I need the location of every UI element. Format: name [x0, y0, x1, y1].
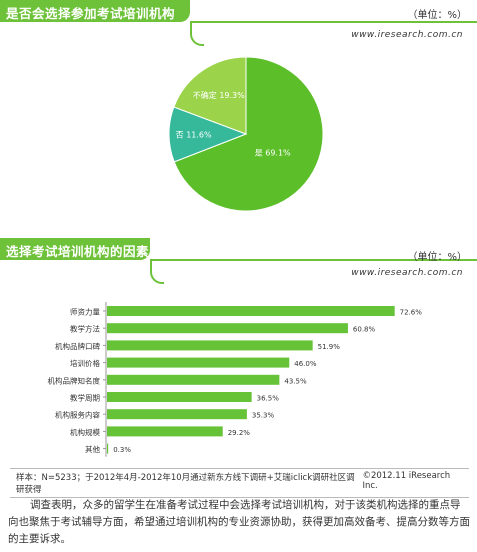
bar-title-block: 选择考试培训机构的因素: [0, 238, 150, 260]
bar-category-label: 师资力量: [70, 307, 100, 317]
bar-category-label: 其他: [85, 444, 100, 454]
bar-title-curve: [150, 260, 164, 284]
pie-title-curve: [190, 22, 204, 46]
pie-unit: （单位：%）: [407, 10, 467, 21]
bar-value-label: 72.6%: [400, 309, 423, 317]
pie-title-block: 是否会选择参加考试培训机构: [0, 0, 190, 22]
bar-category-label: 教学方法: [70, 324, 100, 334]
bar-title: 选择考试培训机构的因素: [6, 244, 150, 259]
bar-category-label: 机构品牌口碑: [55, 341, 100, 351]
pie-label-yes: 是 69.1%: [255, 148, 291, 157]
bar-3: [107, 357, 290, 368]
bar-panel: 选择考试培训机构的因素 （单位：%） www.iresearch.com.cn …: [0, 238, 477, 498]
bar-footer: 样本：N=5233；于2012年4月-2012年10月通过新东方线下调研+艾瑞i…: [10, 468, 469, 498]
summary-paragraph: 调查表明，众多的留学生在准备考试过程中会选择考试培训机构，对于该类机构选择的重点…: [8, 499, 470, 545]
bar-footer-copyright: ©2012.11 iResearch Inc.: [362, 471, 451, 491]
bar-category-label: 教学周期: [70, 393, 100, 403]
bar-value-label: 46.0%: [294, 360, 317, 368]
bar-8: [107, 443, 109, 454]
bar-7: [107, 426, 223, 437]
bar-value-label: 35.3%: [252, 412, 275, 420]
bar-category-label: 培训价格: [70, 358, 100, 368]
pie-slice-unsure: [173, 56, 247, 135]
pie-chart: 是 69.1% 否 11.6% 不确定 19.3%: [168, 56, 324, 212]
pie-label-unsure: 不确定 19.3%: [193, 90, 245, 100]
bar-value-label: 29.2%: [228, 429, 251, 437]
bar-4: [107, 374, 280, 385]
bar-title-bar: 选择考试培训机构的因素 （单位：%） www.iresearch.com.cn: [0, 238, 477, 284]
pie-site: www.iresearch.com.cn: [351, 30, 463, 40]
bar-footer-sample: 样本：N=5233；于2012年4月-2012年10月通过新东方线下调研+艾瑞i…: [16, 473, 355, 495]
pie-title-rule-left: [0, 0, 2, 22]
bar-1: [107, 323, 348, 334]
bar-6: [107, 409, 247, 420]
pie-title-rule: [190, 21, 477, 23]
pie-label-no: 否 11.6%: [176, 130, 212, 139]
bar-5: [107, 392, 252, 402]
bar-value-label: 51.9%: [318, 343, 341, 351]
bar-category-label: 机构规模: [70, 427, 100, 437]
pie-slice-yes: [173, 56, 324, 212]
bar-title-rule: [150, 259, 477, 261]
pie-panel: 是否会选择参加考试培训机构 （单位：%） www.iresearch.com.c…: [0, 0, 477, 232]
bar-value-label: 36.5%: [257, 395, 280, 403]
bar-category-label: 机构服务内容: [55, 410, 100, 420]
pie-title-bar: 是否会选择参加考试培训机构 （单位：%） www.iresearch.com.c…: [0, 0, 477, 46]
bar-value-label: 0.3%: [113, 446, 131, 454]
pie-title: 是否会选择参加考试培训机构: [6, 6, 176, 21]
bar-site: www.iresearch.com.cn: [351, 268, 463, 278]
bar-chart: 师资力量 72.6% 教学方法 60.8% 机构品牌口碑 51.9% 培训价格 46.0% 机构…: [48, 302, 423, 457]
bar-value-label: 43.5%: [284, 377, 307, 385]
bar-category-label: 机构品牌知名度: [48, 375, 101, 385]
bar-2: [107, 340, 313, 351]
bar-0: [107, 306, 395, 316]
bar-value-label: 60.8%: [353, 326, 376, 334]
bar-unit: （单位：%）: [407, 252, 467, 263]
